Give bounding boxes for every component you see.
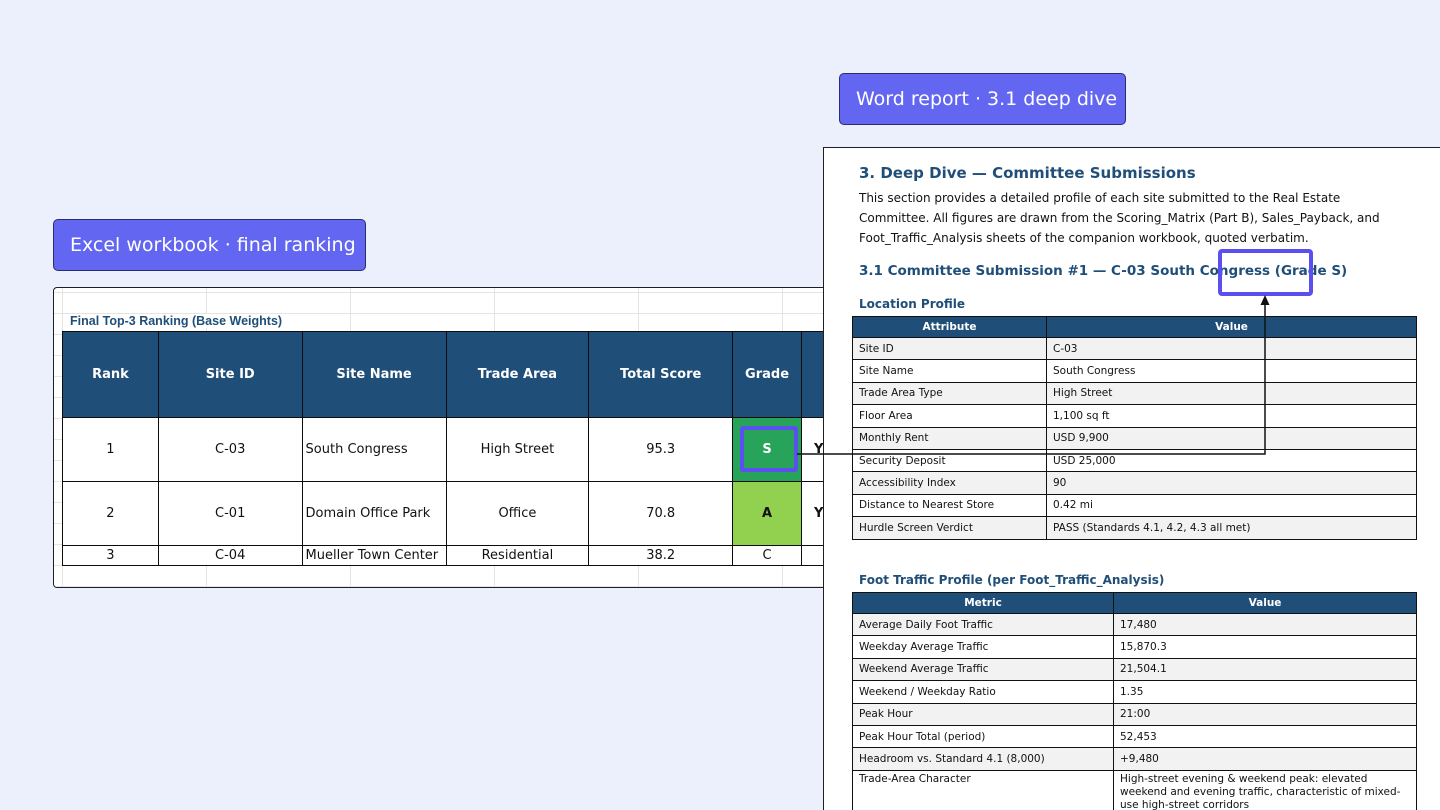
cell-trade-area[interactable]: Office bbox=[445, 481, 590, 546]
subsection-heading: 3.1 Committee Submission #1 — C-03 South… bbox=[859, 263, 1348, 279]
table-row: 1 C-03 South Congress High Street 95.3 S… bbox=[62, 417, 842, 482]
grade-cell-highlight bbox=[740, 426, 798, 472]
attribute-cell: Security Deposit bbox=[852, 448, 1047, 473]
value-cell: 21,504.1 bbox=[1113, 657, 1417, 682]
value-cell: 1.35 bbox=[1113, 680, 1417, 704]
metric-cell: Weekend Average Traffic bbox=[852, 657, 1114, 682]
attribute-cell: Floor Area bbox=[852, 404, 1047, 428]
header-site-id[interactable]: Site ID bbox=[157, 331, 303, 418]
table-row: Weekend / Weekday Ratio 1.35 bbox=[852, 680, 1417, 704]
cell-grade[interactable]: A bbox=[732, 481, 802, 546]
metric-cell: Weekend / Weekday Ratio bbox=[852, 680, 1114, 704]
table-row: Security Deposit USD 25,000 bbox=[852, 448, 1417, 473]
ranking-header-row: Rank Site ID Site Name Trade Area Total … bbox=[62, 331, 842, 418]
attribute-cell: Hurdle Screen Verdict bbox=[852, 516, 1047, 540]
value-cell: 0.42 mi bbox=[1046, 493, 1417, 518]
attribute-cell: Site ID bbox=[852, 336, 1047, 361]
cell-site-id[interactable]: C-01 bbox=[157, 481, 303, 546]
foot-traffic-header-row: Metric Value bbox=[852, 592, 1417, 614]
table-row: Headroom vs. Standard 4.1 (8,000) +9,480 bbox=[852, 747, 1417, 771]
cell-site-name[interactable]: Mueller Town Center bbox=[301, 545, 447, 566]
cell-site-name[interactable]: Domain Office Park bbox=[301, 481, 447, 546]
value-cell: 17,480 bbox=[1113, 612, 1417, 637]
header-value: Value bbox=[1046, 316, 1417, 338]
table-row: Accessibility Index 90 bbox=[852, 471, 1417, 495]
section-heading: 3. Deep Dive — Committee Submissions bbox=[859, 164, 1196, 182]
cell-rank[interactable]: 1 bbox=[62, 417, 159, 482]
foot-traffic-title: Foot Traffic Profile (per Foot_Traffic_A… bbox=[859, 573, 1165, 587]
word-callout-label: Word report · 3.1 deep dive bbox=[839, 73, 1126, 125]
header-value: Value bbox=[1113, 592, 1417, 614]
header-site-name[interactable]: Site Name bbox=[301, 331, 447, 418]
ranking-table: Rank Site ID Site Name Trade Area Total … bbox=[62, 331, 842, 566]
table-row: Monthly Rent USD 9,900 bbox=[852, 426, 1417, 450]
value-cell: High Street bbox=[1046, 381, 1417, 406]
table-row: Site Name South Congress bbox=[852, 359, 1417, 383]
value-cell: PASS (Standards 4.1, 4.2, 4.3 all met) bbox=[1046, 516, 1417, 540]
metric-cell: Headroom vs. Standard 4.1 (8,000) bbox=[852, 747, 1114, 771]
cell-site-name[interactable]: South Congress bbox=[301, 417, 447, 482]
value-cell: High-street evening & weekend peak: elev… bbox=[1113, 769, 1417, 810]
cell-rank[interactable]: 3 bbox=[62, 545, 159, 566]
table-row: Weekend Average Traffic 21,504.1 bbox=[852, 657, 1417, 682]
attribute-cell: Site Name bbox=[852, 359, 1047, 383]
header-total-score[interactable]: Total Score bbox=[588, 331, 734, 418]
metric-cell: Trade-Area Character bbox=[852, 769, 1114, 810]
metric-cell: Peak Hour Total (period) bbox=[852, 724, 1114, 749]
intro-paragraph: This section provides a detailed profile… bbox=[859, 191, 1380, 245]
metric-cell: Average Daily Foot Traffic bbox=[852, 612, 1114, 637]
cell-total-score[interactable]: 38.2 bbox=[588, 545, 734, 566]
value-cell: 21:00 bbox=[1113, 702, 1417, 726]
attribute-cell: Monthly Rent bbox=[852, 426, 1047, 450]
value-cell: C-03 bbox=[1046, 336, 1417, 361]
cell-rank[interactable]: 2 bbox=[62, 481, 159, 546]
table-row: 2 C-01 Domain Office Park Office 70.8 A … bbox=[62, 481, 842, 546]
table-row: Trade-Area Character High-street evening … bbox=[852, 769, 1417, 810]
table-row: 3 C-04 Mueller Town Center Residential 3… bbox=[62, 545, 842, 566]
cell-trade-area[interactable]: High Street bbox=[445, 417, 590, 482]
cell-trade-area[interactable]: Residential bbox=[445, 545, 590, 566]
grade-heading-highlight bbox=[1218, 249, 1313, 296]
excel-panel: Final Top-3 Ranking (Base Weights) Rank … bbox=[53, 287, 843, 588]
cell-site-id[interactable]: C-04 bbox=[157, 545, 303, 566]
cell-total-score[interactable]: 95.3 bbox=[588, 417, 734, 482]
value-cell: 15,870.3 bbox=[1113, 635, 1417, 659]
header-rank[interactable]: Rank bbox=[62, 331, 159, 418]
value-cell: USD 9,900 bbox=[1046, 426, 1417, 450]
attribute-cell: Accessibility Index bbox=[852, 471, 1047, 495]
table-row: Weekday Average Traffic 15,870.3 bbox=[852, 635, 1417, 659]
header-metric: Metric bbox=[852, 592, 1114, 614]
value-cell: 52,453 bbox=[1113, 724, 1417, 749]
table-row: Distance to Nearest Store 0.42 mi bbox=[852, 493, 1417, 518]
table-row: Trade Area Type High Street bbox=[852, 381, 1417, 406]
location-profile-title: Location Profile bbox=[859, 297, 966, 311]
header-attribute: Attribute bbox=[852, 316, 1047, 338]
metric-cell: Weekday Average Traffic bbox=[852, 635, 1114, 659]
cell-site-id[interactable]: C-03 bbox=[157, 417, 303, 482]
table-row: Peak Hour 21:00 bbox=[852, 702, 1417, 726]
cell-grade[interactable]: C bbox=[732, 545, 802, 566]
table-row: Floor Area 1,100 sq ft bbox=[852, 404, 1417, 428]
value-cell: 1,100 sq ft bbox=[1046, 404, 1417, 428]
table-row: Site ID C-03 bbox=[852, 336, 1417, 361]
word-panel: 3. Deep Dive — Committee Submissions Thi… bbox=[823, 147, 1440, 810]
attribute-cell: Trade Area Type bbox=[852, 381, 1047, 406]
value-cell: USD 25,000 bbox=[1046, 448, 1417, 473]
location-profile-table: Attribute Value Site ID C-03 Site Name Sou… bbox=[852, 316, 1417, 540]
header-trade-area[interactable]: Trade Area bbox=[445, 331, 590, 418]
ranking-title[interactable]: Final Top-3 Ranking (Base Weights) bbox=[70, 314, 287, 328]
table-row: Peak Hour Total (period) 52,453 bbox=[852, 724, 1417, 749]
table-row: Average Daily Foot Traffic 17,480 bbox=[852, 612, 1417, 637]
value-cell: 90 bbox=[1046, 471, 1417, 495]
metric-cell: Peak Hour bbox=[852, 702, 1114, 726]
value-cell: +9,480 bbox=[1113, 747, 1417, 771]
foot-traffic-table: Metric Value Average Daily Foot Traffic 1… bbox=[852, 592, 1417, 810]
value-cell: South Congress bbox=[1046, 359, 1417, 383]
header-grade[interactable]: Grade bbox=[732, 331, 802, 418]
cell-total-score[interactable]: 70.8 bbox=[588, 481, 734, 546]
excel-callout-label: Excel workbook · final ranking bbox=[53, 219, 366, 271]
table-row: Hurdle Screen Verdict PASS (Standards 4.1… bbox=[852, 516, 1417, 540]
attribute-cell: Distance to Nearest Store bbox=[852, 493, 1047, 518]
location-header-row: Attribute Value bbox=[852, 316, 1417, 338]
